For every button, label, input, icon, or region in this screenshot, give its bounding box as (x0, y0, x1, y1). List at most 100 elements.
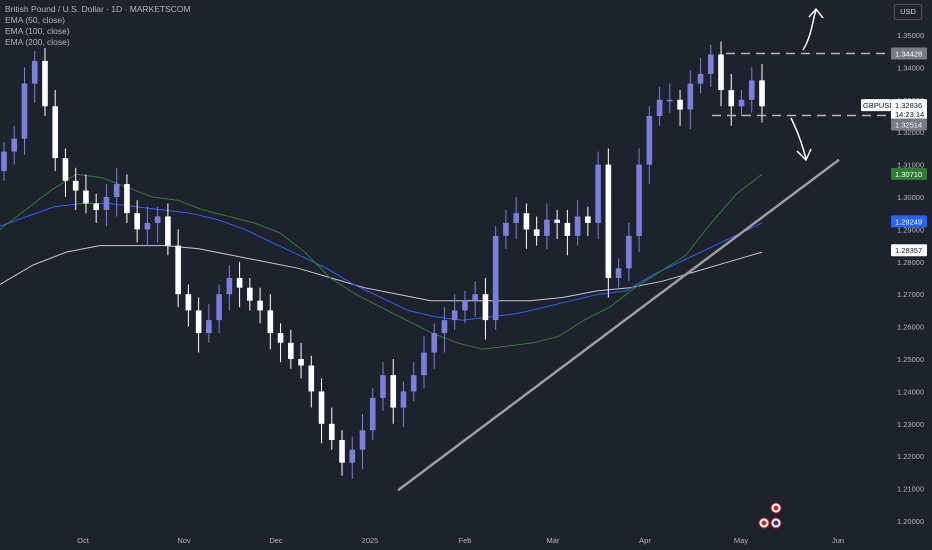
y-tick-label: 1.28000 (897, 258, 924, 267)
candle-body (636, 164, 642, 236)
candle-body (380, 375, 386, 398)
y-tick-label: 1.20000 (897, 517, 924, 526)
candle-body (62, 158, 69, 181)
candle-body (369, 397, 376, 431)
y-tick-label: 1.35000 (897, 31, 924, 40)
candle-body (175, 245, 181, 295)
candle-body (21, 83, 28, 139)
x-tick-label: Nov (177, 536, 191, 545)
candle-body (677, 99, 683, 110)
down-arrow-head (796, 148, 812, 162)
x-axis[interactable]: Oct Nov Dec 2025 Feb Mar Apr May Jun (77, 536, 844, 545)
x-tick-label: Mar (547, 536, 560, 545)
candle-body (667, 99, 673, 102)
candles (1, 41, 765, 479)
candle-body (410, 375, 417, 392)
ema-200-tag-text: 1.28357 (895, 246, 922, 255)
y-tick-label: 1.31000 (897, 161, 924, 170)
x-tick-label: Feb (459, 536, 472, 545)
y-axis[interactable]: 1.350001.340001.330001.320001.310001.300… (897, 31, 924, 526)
candle-body (482, 294, 489, 321)
resistance-tag-bg (891, 47, 927, 60)
candle-body (113, 184, 120, 197)
candle-body (513, 213, 519, 223)
ema-100-tag-bg (891, 215, 927, 228)
symbol-tag-text: GBPUSD (863, 101, 895, 110)
x-tick-label: Jun (832, 536, 844, 545)
candle-body (216, 294, 222, 321)
y-tick-label: 1.26000 (897, 323, 924, 332)
candle-body (236, 278, 243, 288)
ema-200-line (0, 245, 763, 302)
flag-icon-center (773, 520, 779, 526)
up-arrow-shaft (802, 9, 817, 51)
ema-200-tag-bg (891, 244, 927, 257)
candle-body (328, 423, 335, 440)
candle-body (31, 60, 38, 84)
y-tick-label: 1.25000 (897, 355, 924, 364)
candle-body (72, 180, 79, 191)
candle-body (738, 99, 745, 107)
candle-body (503, 222, 509, 236)
trendline[interactable] (397, 158, 840, 492)
candle-body (574, 216, 581, 236)
symbol-tag-bg (861, 99, 891, 112)
price-tags: 1.34428 1.30710 1.29249 1.28357 GBPUSD 1.3283… (861, 47, 927, 257)
candle-body (165, 216, 171, 246)
candle-body (585, 216, 591, 223)
candle-body (533, 229, 540, 236)
event-icons[interactable] (758, 502, 782, 529)
candle-body (421, 352, 427, 376)
indicator-ema-50[interactable]: EMA (50, close) (5, 15, 65, 25)
candle-body (492, 235, 499, 321)
candle-body (390, 375, 397, 408)
candle-body (523, 213, 530, 230)
ema-100-tag-text: 1.29249 (895, 217, 922, 226)
candle-body (697, 73, 704, 84)
candle-body (646, 116, 653, 165)
candle-body (247, 287, 253, 301)
last-price-text: 1.32836 (895, 101, 922, 110)
y-tick-label: 1.27000 (897, 290, 924, 299)
y-tick-label: 1.34000 (897, 63, 924, 72)
x-tick-label: Apr (639, 536, 651, 545)
candle-body (554, 219, 560, 223)
ema-200-path (0, 245, 763, 302)
flag-icon-center (773, 505, 779, 511)
last-price-tag-bg (891, 99, 927, 120)
candle-body (759, 80, 765, 107)
candle-body (605, 164, 612, 278)
ema-50-tag-text: 1.30710 (895, 170, 922, 179)
chart-legend: British Pound / U.S. Dollar · 1D · MARKE… (5, 4, 191, 48)
candle-body (267, 310, 274, 334)
candle-body (257, 300, 263, 311)
candle-body (472, 294, 478, 301)
ema-50-line (0, 173, 763, 350)
currency-badge[interactable]: USD (894, 4, 922, 20)
candle-body (564, 222, 571, 236)
symbol-title[interactable]: British Pound / U.S. Dollar · 1D · MARKE… (5, 4, 191, 14)
candle-body (11, 138, 18, 152)
candle-body (124, 184, 130, 214)
candle-body (339, 440, 345, 463)
candle-body (462, 300, 468, 311)
x-tick-label: May (734, 536, 748, 545)
ascending-trendline (397, 158, 840, 492)
resistance-tag-text: 1.34428 (895, 50, 922, 59)
candle-body (1, 151, 7, 172)
indicator-ema-100[interactable]: EMA (100, close) (5, 26, 70, 36)
level-lines[interactable] (712, 52, 890, 117)
candle-body (707, 54, 714, 74)
candle-body (431, 333, 438, 353)
candle-body (83, 190, 89, 204)
indicator-ema-200[interactable]: EMA (200, close) (5, 37, 70, 47)
flag-icon-center (761, 520, 767, 526)
up-arrow-head (808, 7, 824, 19)
countdown-text: 14:23:14 (895, 110, 924, 119)
candle-body (451, 310, 458, 321)
candle-body (615, 268, 622, 278)
candle-body (42, 60, 48, 107)
candle-body (134, 213, 140, 230)
arrows[interactable] (790, 7, 824, 162)
